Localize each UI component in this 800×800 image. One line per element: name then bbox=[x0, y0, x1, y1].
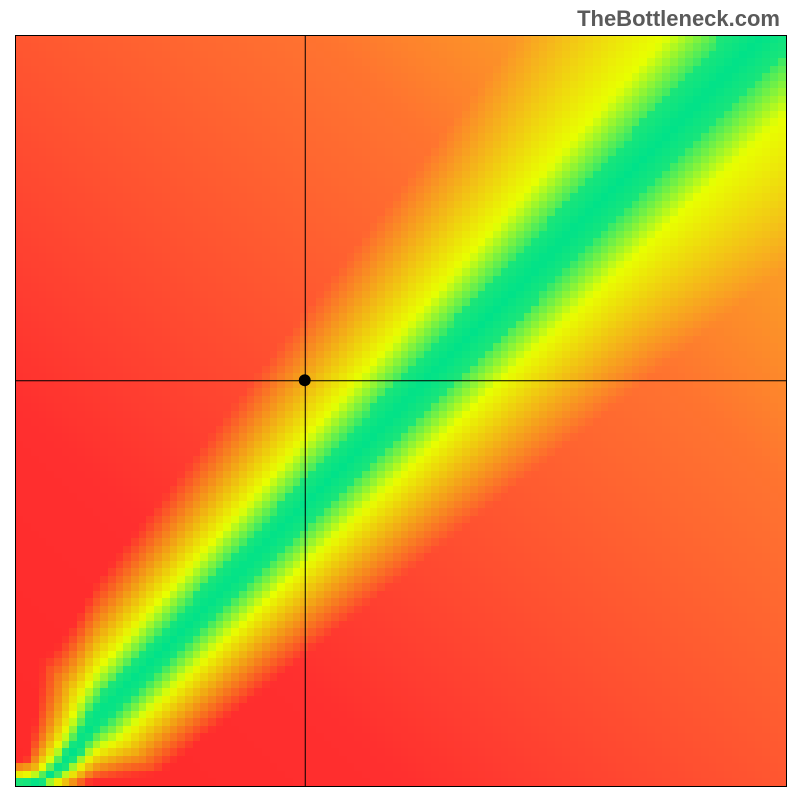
chart-container: { "watermark": "TheBottleneck.com", "cha… bbox=[0, 0, 800, 800]
bottleneck-heatmap bbox=[15, 35, 787, 787]
watermark-text: TheBottleneck.com bbox=[577, 6, 780, 32]
